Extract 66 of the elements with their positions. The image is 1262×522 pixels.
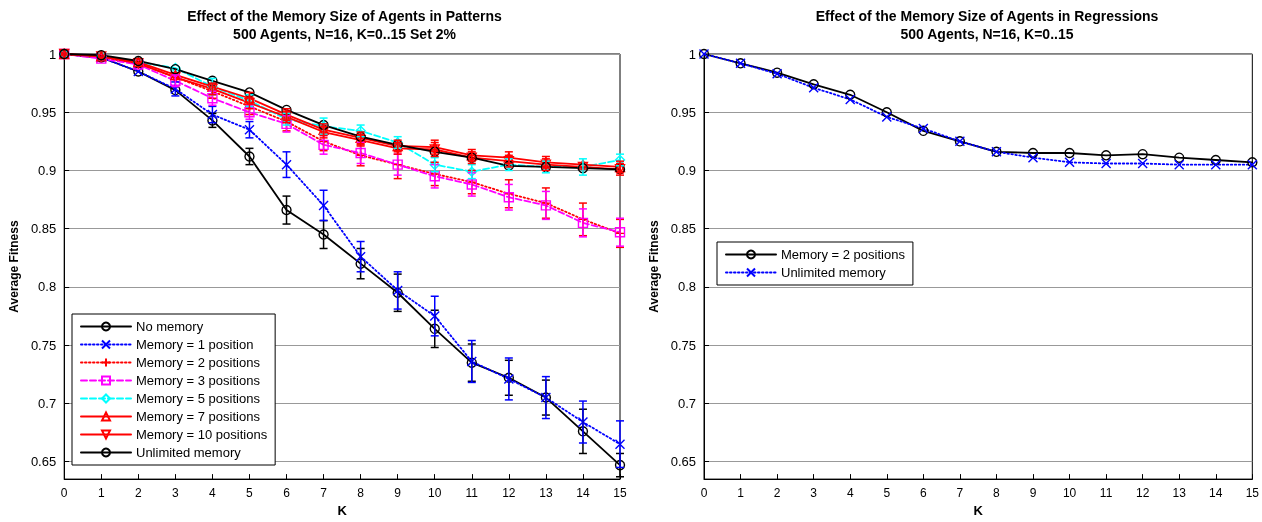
x-tick-label: 1 [737,486,745,501]
y-tick-label: 0.95 [30,104,57,120]
x-tick-label: 8 [993,486,1001,501]
x-tick-label: 13 [539,486,553,501]
x-tick-label: 9 [394,486,402,501]
y-tick-label: 0.85 [30,221,57,237]
x-tick-label: 0 [60,486,68,501]
x-tick-label: 5 [883,486,891,501]
chart-subtitle: 500 Agents, N=16, K=0..15 Set 2% [233,26,457,42]
legend-label: Memory = 2 positions [781,247,906,262]
y-tick-label: 0.9 [38,162,57,178]
y-tick-label: 0.65 [670,454,696,470]
x-tick-label: 4 [209,486,217,501]
x-tick-label: 3 [172,486,180,501]
legend-label: No memory [136,319,204,334]
x-tick-label: 9 [1029,486,1037,501]
y-tick-label: 0.7 [677,395,696,411]
y-tick-label: 0.8 [38,279,57,295]
chart-subtitle: 500 Agents, N=16, K=0..15 [900,26,1074,42]
x-tick-label: 5 [246,486,254,501]
y-tick-label: 0.7 [38,395,57,411]
x-tick-label: 3 [810,486,818,501]
legend-label: Memory = 2 positions [136,355,261,370]
chart-title: Effect of the Memory Size of Agents in Regressions [815,8,1159,24]
x-tick-label: 6 [919,486,927,501]
y-tick-label: 0.75 [670,337,696,353]
x-tick-label: 12 [1135,486,1150,501]
legend-label: Memory = 7 positions [136,409,261,424]
x-tick-label: 14 [1209,486,1223,501]
x-tick-label: 15 [613,486,627,501]
x-tick-label: 7 [320,486,328,501]
x-axis-title: K [337,503,348,518]
y-tick-label: 1 [48,46,57,62]
y-axis-title: Average Fitness [646,220,661,313]
x-tick-label: 10 [1062,486,1077,501]
y-axis-title: Average Fitness [7,220,21,313]
y-tick-label: 1 [688,46,696,62]
legend-label: Unlimited memory [781,265,887,280]
x-axis-title: K [973,503,984,518]
chart-title: Effect of the Memory Size of Agents in Patterns [187,8,502,24]
x-tick-label: 11 [1099,486,1113,501]
x-tick-label: 4 [846,486,854,501]
legend-label: Unlimited memory [136,445,242,460]
x-tick-label: 14 [576,486,590,501]
y-tick-label: 0.85 [670,221,696,237]
x-tick-label: 2 [134,486,142,501]
x-tick-label: 7 [956,486,964,501]
x-tick-label: 6 [283,486,291,501]
legend-label: Memory = 1 position [136,337,254,352]
x-tick-label: 12 [502,486,516,501]
legend-label: Memory = 10 positions [136,427,268,442]
y-tick-label: 0.8 [677,279,696,295]
y-tick-label: 0.95 [670,104,696,120]
x-tick-label: 1 [97,486,105,501]
x-tick-label: 13 [1172,486,1187,501]
x-tick-label: 2 [773,486,781,501]
x-tick-label: 0 [700,486,708,501]
legend-label: Memory = 5 positions [136,391,261,406]
x-tick-label: 15 [1245,486,1260,501]
y-tick-label: 0.75 [30,337,57,353]
x-tick-label: 8 [357,486,365,501]
legend-label: Memory = 3 positions [136,373,261,388]
x-tick-label: 11 [465,486,479,501]
y-tick-label: 0.9 [677,162,696,178]
y-tick-label: 0.65 [30,454,57,470]
x-tick-label: 10 [428,486,442,501]
